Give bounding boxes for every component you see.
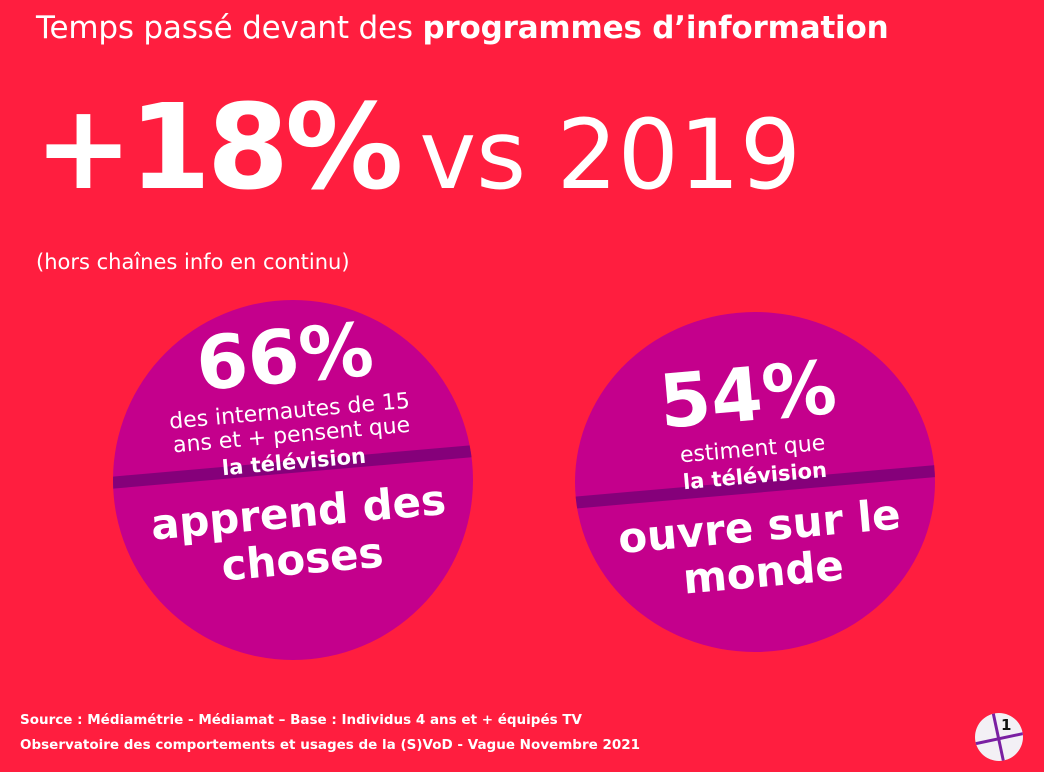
headline-value: +18% (34, 78, 403, 216)
stat-circle-learn: 66% des internautes de 15 ans et + pense… (113, 300, 473, 660)
title-regular: Temps passé devant des (36, 10, 423, 46)
source-line-1: Source : Médiamétrie - Médiamat – Base :… (20, 712, 582, 728)
source-line-2: Observatoire des comportements et usages… (20, 737, 641, 753)
title-bold: programmes d’information (422, 10, 889, 46)
source-note: Source : Médiamétrie - Médiamat – Base :… (20, 708, 640, 758)
circle-text: 66% des internautes de 15 ans et + pense… (113, 305, 473, 598)
headline-comparison: vs 2019 (419, 99, 801, 211)
logo-label: 1 (1001, 716, 1012, 734)
headline-stat: +18% vs 2019 (34, 88, 801, 206)
page-title: Temps passé devant des programmes d’info… (36, 10, 889, 46)
headline-note: (hors chaînes info en continu) (36, 250, 350, 274)
circle-text: 54% estiment que la télévision ouvre sur… (575, 343, 935, 612)
tf1-logo-icon: 1 (975, 713, 1023, 761)
stat-circle-world: 54% estiment que la télévision ouvre sur… (575, 312, 935, 652)
